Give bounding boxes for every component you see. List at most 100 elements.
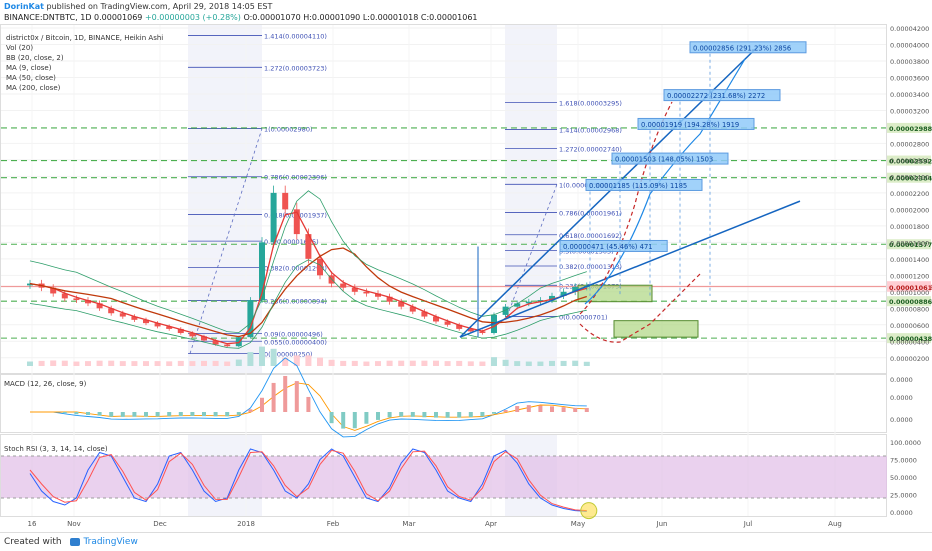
brand-link[interactable]: TradingView <box>83 537 137 547</box>
buy-zone-box <box>578 285 652 301</box>
volume-bar <box>62 361 68 366</box>
volume-bar <box>445 361 451 366</box>
x-tick-label: Mar <box>402 520 415 528</box>
volume-bar <box>468 361 474 366</box>
volume-bar <box>39 361 45 366</box>
volume-bar <box>224 362 230 366</box>
volume-bar <box>572 361 578 366</box>
y-tick-label: 0.00001000 <box>890 289 929 297</box>
x-tick-label: Jun <box>656 520 668 528</box>
volume-bar <box>561 361 567 366</box>
ohlc-high: H:0.00001090 <box>303 13 360 22</box>
macd-histogram-bar <box>190 412 194 416</box>
volume-bar <box>73 362 79 366</box>
volume-bar <box>50 360 56 366</box>
fib-left-label: 1(0.00002980) <box>264 126 313 134</box>
legend-entry: MA (9, close) <box>6 64 52 72</box>
y-tick-label: 0.00003400 <box>890 91 929 99</box>
volume-bar <box>189 361 195 366</box>
macd-tick-label: 0.0000 <box>890 376 913 384</box>
y-tick-label: 0.00002200 <box>890 190 929 198</box>
volume-bar <box>549 361 555 366</box>
macd-histogram-bar <box>144 412 148 417</box>
macd-histogram-bar <box>330 412 334 423</box>
rsi-tick-label: 75.0000 <box>890 457 917 465</box>
macd-histogram-bar <box>63 412 67 413</box>
macd-histogram-bar <box>573 408 577 412</box>
volume-bar <box>387 361 393 366</box>
legend-entry: district0x / Bitcoin, 1D, BINANCE, Heiki… <box>6 34 163 42</box>
macd-histogram-bar <box>283 376 287 412</box>
macd-tick-label: 0.0000 <box>890 394 913 402</box>
macd-histogram-bar <box>538 406 542 412</box>
y-tick-label: 0.00001800 <box>890 223 929 231</box>
candle-body <box>73 298 79 300</box>
chart-canvas[interactable]: 1.414(0.00004110)1.272(0.00003723)1(0.00… <box>0 24 932 532</box>
macd-histogram-bar <box>132 412 136 417</box>
footer: Created with TradingView <box>0 532 932 551</box>
volume-bar <box>503 360 509 366</box>
macd-histogram-bar <box>202 412 206 416</box>
macd-histogram-bar <box>214 412 218 416</box>
macd-histogram-bar <box>480 412 484 417</box>
y-tick-label: 0.00000800 <box>890 305 929 313</box>
y-tick-label: 0.00003800 <box>890 58 929 66</box>
ohlc-low: L:0.00001018 <box>363 13 419 22</box>
y-tick-label: 0.00004200 <box>890 25 929 33</box>
volume-bar <box>247 352 253 366</box>
x-tick-label: Jul <box>743 520 753 528</box>
volume-bar <box>398 361 404 366</box>
volume-bar <box>155 361 161 366</box>
target-label: 0.00001919 (194.28%) 1919 <box>641 121 739 129</box>
y-tick-label: 0.00000400 <box>890 338 929 346</box>
volume-bar <box>456 361 462 366</box>
buy-zone-box-low <box>614 321 698 337</box>
volume-bar <box>584 362 590 366</box>
macd-histogram-bar <box>260 398 264 412</box>
volume-bar <box>201 361 207 366</box>
x-tick-label: 2018 <box>237 520 255 528</box>
fib-right-label: 1.618(0.00003295) <box>559 100 622 108</box>
legend-entry: MA (200, close) <box>6 84 61 92</box>
macd-histogram-bar <box>562 407 566 412</box>
rsi-tick-label: 100.0000 <box>890 439 921 447</box>
volume-bar <box>491 357 497 366</box>
y-tick-label: 0.00002600 <box>890 157 929 165</box>
volume-bar <box>236 360 242 366</box>
y-tick-label: 0.00001600 <box>890 239 929 247</box>
macd-histogram-bar <box>515 406 519 412</box>
y-tick-label: 0.00000600 <box>890 322 929 330</box>
volume-bar <box>433 361 439 366</box>
macd-histogram-bar <box>74 412 78 414</box>
author-name[interactable]: DorinKat <box>4 2 44 11</box>
price-change: +0.00000003 (+0.28%) <box>145 13 241 22</box>
macd-histogram-bar <box>364 412 368 424</box>
macd-histogram-bar <box>585 408 589 412</box>
y-tick-label: 0.00004000 <box>890 41 929 49</box>
macd-histogram-bar <box>457 412 461 418</box>
legend-entry: Vol (20) <box>6 44 33 52</box>
macd-histogram-bar <box>109 412 113 417</box>
y-tick-label: 0.00001400 <box>890 256 929 264</box>
y-tick-label: 0.00000200 <box>890 355 929 363</box>
macd-histogram-bar <box>527 405 531 412</box>
macd-histogram-bar <box>376 412 380 420</box>
macd-title: MACD (12, 26, close, 9) <box>4 380 87 388</box>
target-label: 0.00002272 (231.68%) 2272 <box>667 92 765 100</box>
y-tick-label: 0.00001200 <box>890 272 929 280</box>
volume-bar <box>131 361 137 366</box>
macd-histogram-bar <box>434 412 438 418</box>
price-badge-label: 0.00002988 <box>889 125 932 133</box>
volume-bar <box>213 361 219 366</box>
oversold-marker <box>581 503 597 519</box>
volume-bar <box>537 362 543 366</box>
volume-bar <box>305 355 311 366</box>
macd-histogram-bar <box>492 412 496 414</box>
volume-bar <box>178 361 184 366</box>
volume-bar <box>421 361 427 366</box>
symbol: BINANCE:DNTBTC, 1D <box>4 13 91 22</box>
target-label: 0.00001185 (115.09%) 1185 <box>589 182 687 190</box>
fib-left-label: 1.272(0.00003723) <box>264 64 327 72</box>
volume-bar <box>166 361 172 366</box>
macd-histogram-bar <box>469 412 473 417</box>
